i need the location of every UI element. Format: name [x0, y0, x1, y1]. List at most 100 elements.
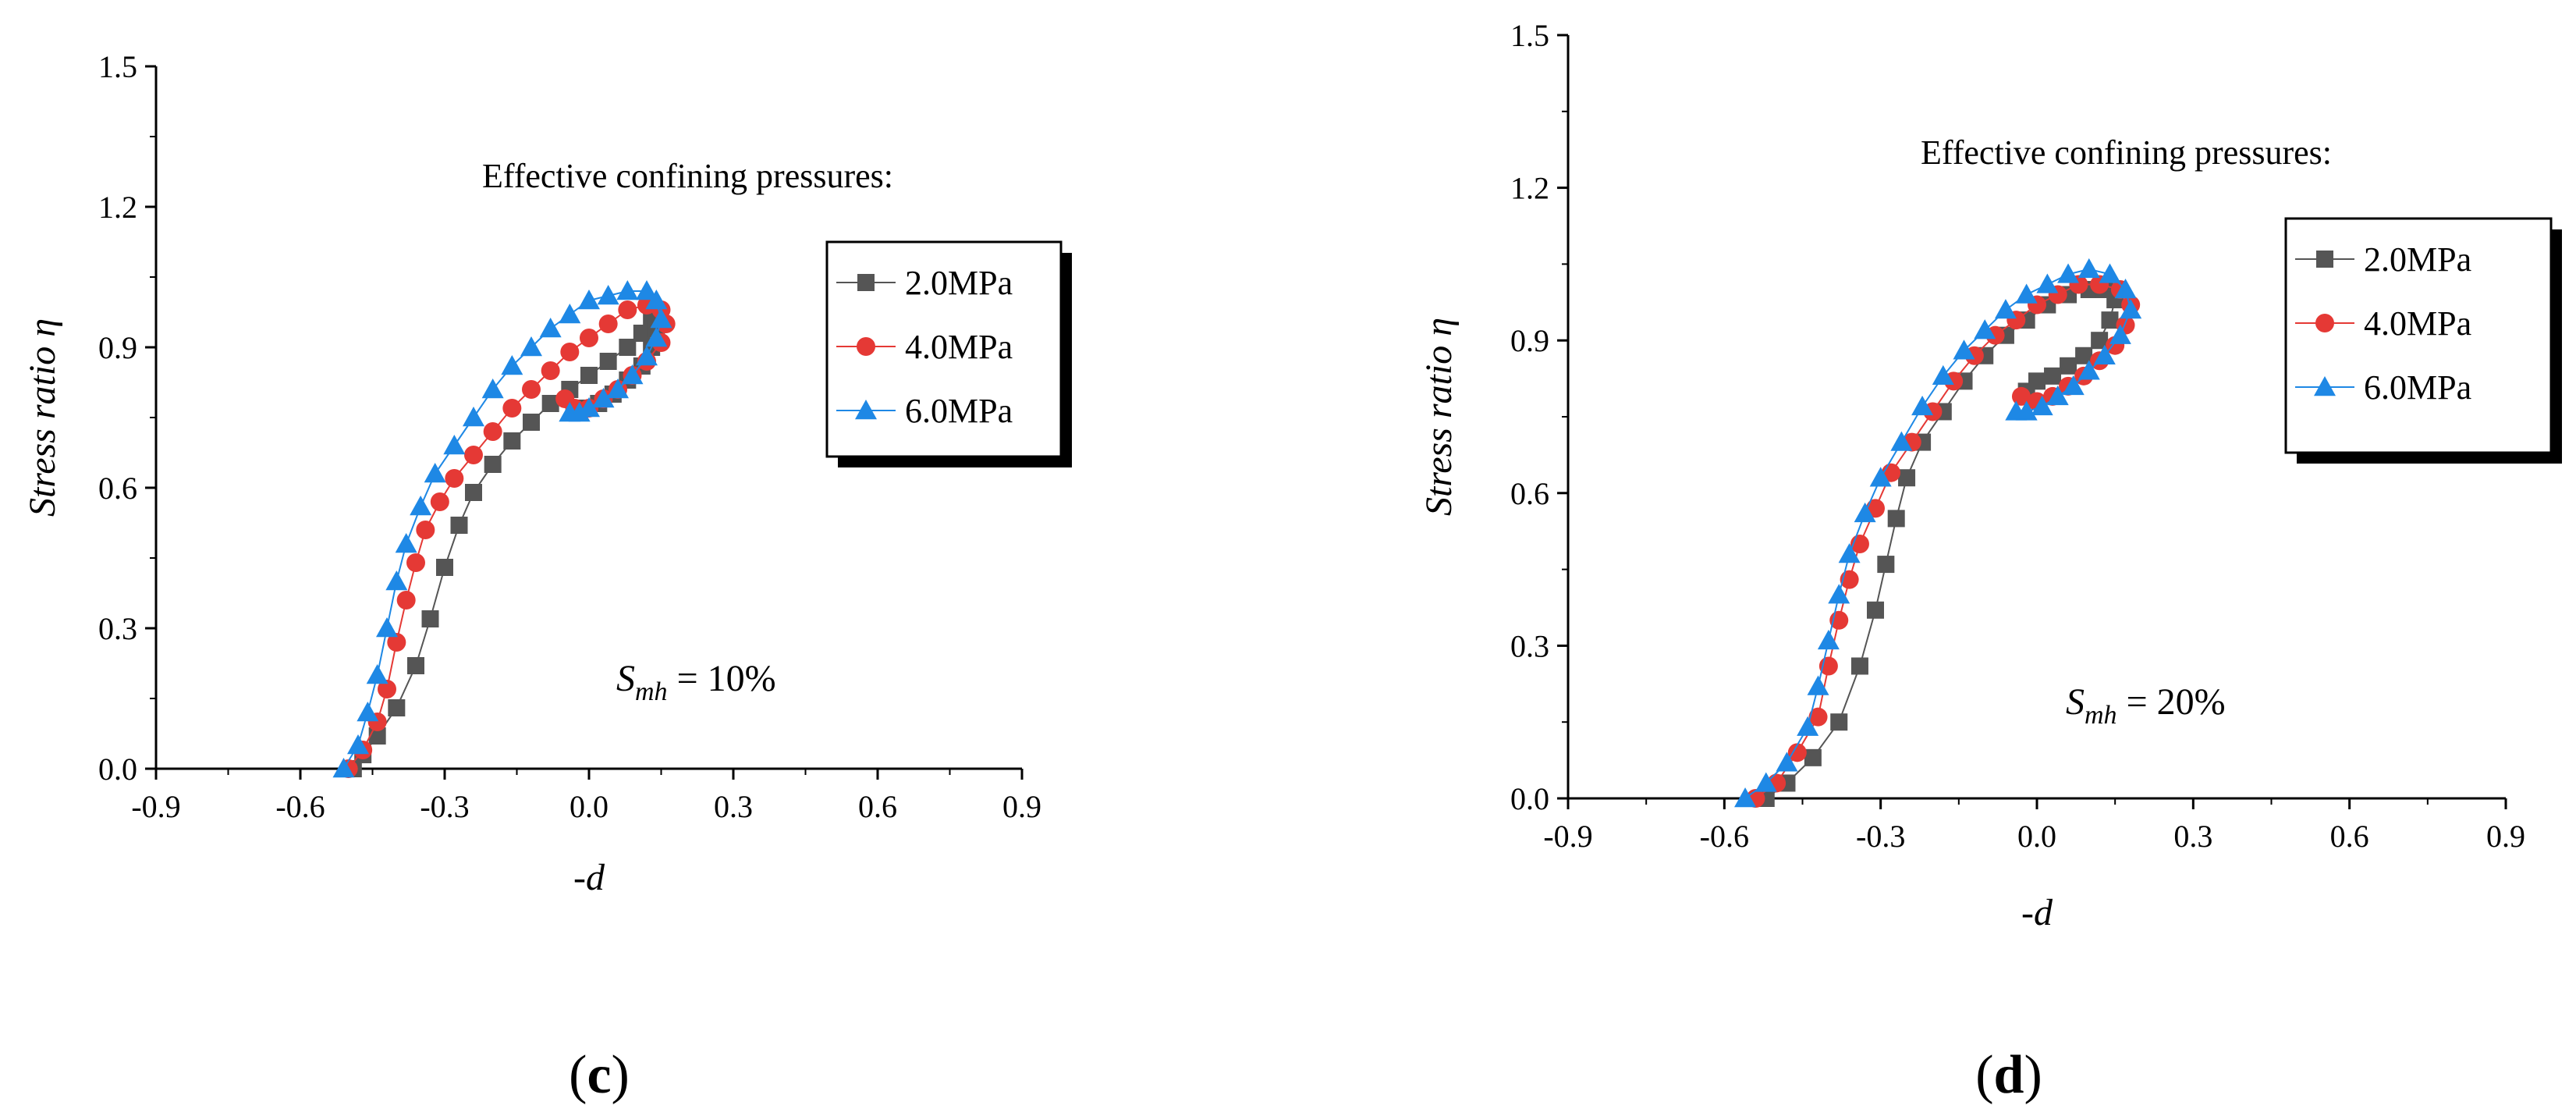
y-tick-label: 1.2 [98, 190, 137, 225]
data-point [636, 280, 658, 300]
data-point [1953, 339, 1975, 360]
x-tick-label: 0.3 [2173, 819, 2212, 854]
data-point [501, 355, 523, 375]
data-point [332, 758, 355, 778]
y-tick-label: 0.3 [1510, 628, 1549, 663]
data-point [1734, 787, 1757, 808]
data-point [1877, 556, 1895, 574]
legend-marker [857, 274, 875, 291]
data-point [421, 610, 439, 627]
data-point [407, 657, 424, 674]
y-tick-label: 0.6 [98, 471, 137, 506]
data-point [2060, 357, 2077, 375]
data-point [445, 469, 464, 488]
panel-label-close: ) [612, 1045, 630, 1105]
data-point [2031, 395, 2053, 416]
data-point [520, 336, 542, 357]
data-point [1828, 584, 1850, 604]
data-point [618, 300, 637, 319]
data-point [424, 463, 446, 483]
series-6.0MPa [1734, 258, 2142, 808]
data-point [1887, 510, 1905, 528]
data-point [2075, 347, 2093, 364]
x-tick-label: 0.0 [2017, 819, 2056, 854]
data-point [1911, 395, 1934, 416]
data-point [1850, 657, 1868, 675]
data-point [2101, 311, 2119, 329]
data-point [1808, 707, 1828, 727]
data-point [378, 680, 396, 698]
data-point [2057, 263, 2080, 283]
data-point [1932, 364, 1954, 386]
data-point [580, 329, 598, 347]
x-tick-label: 0.6 [858, 789, 897, 824]
data-point [2005, 400, 2028, 421]
data-point [2114, 279, 2137, 299]
data-point [616, 280, 639, 300]
annotation-subscript: mh [635, 677, 668, 706]
data-point [410, 496, 432, 516]
saturation-annotation: Smh = 10% [616, 658, 776, 706]
data-point [650, 308, 672, 329]
data-point [443, 435, 466, 455]
y-tick-label: 0.0 [98, 752, 137, 787]
data-point [450, 517, 468, 534]
legend-label: 2.0MPa [2364, 240, 2471, 279]
saturation-annotation: Smh = 20% [2066, 681, 2226, 730]
data-point [1869, 467, 1892, 487]
annotation-value: = 20% [2117, 681, 2226, 723]
annotation-subscript: mh [2085, 701, 2117, 730]
y-tick-label: 1.5 [1510, 18, 1549, 53]
data-point [580, 367, 598, 384]
data-point [645, 290, 668, 310]
legend-marker [2316, 251, 2333, 268]
data-point [541, 361, 560, 380]
x-tick-label: -0.6 [1700, 819, 1749, 854]
data-point [464, 446, 483, 464]
data-point [481, 379, 504, 399]
data-point [1755, 772, 1777, 792]
data-point [2099, 263, 2121, 283]
data-point [559, 402, 581, 422]
y-tick-label: 0.3 [98, 611, 137, 646]
data-point [416, 521, 435, 539]
x-tick-label: -0.3 [420, 789, 469, 824]
data-point [607, 379, 629, 399]
data-point [2044, 367, 2062, 385]
data-point [502, 399, 522, 418]
legend-title: Effective confining pressures: [1921, 133, 2332, 172]
data-point [406, 553, 425, 572]
annotation-value: = 10% [668, 658, 776, 699]
data-point [385, 570, 408, 591]
data-point [436, 559, 453, 576]
y-tick-label: 1.5 [98, 49, 137, 84]
data-point [1797, 716, 1819, 736]
data-point [636, 346, 658, 366]
legend-marker [855, 400, 877, 420]
data-point [1776, 752, 1798, 772]
data-point [503, 432, 521, 450]
data-point [539, 318, 562, 338]
data-point [2077, 258, 2100, 279]
legend-label: 2.0MPa [905, 264, 1013, 302]
data-point [523, 414, 540, 431]
y-axis-title: Stress ratio η [1418, 318, 1460, 516]
x-tick-label: 0.3 [714, 789, 753, 824]
data-point [396, 591, 416, 610]
data-point [1854, 502, 1876, 523]
series-6.0MPa [332, 280, 672, 778]
legend-label: 6.0MPa [2364, 368, 2471, 407]
data-point [1830, 713, 1848, 731]
panel-label-letter: c [587, 1045, 611, 1105]
legend-title: Effective confining pressures: [482, 157, 893, 195]
y-axis-title: Stress ratio η [22, 318, 63, 517]
panel-label-letter: d [1994, 1045, 2024, 1105]
x-tick-label: 0.6 [2330, 819, 2369, 854]
data-point [2091, 332, 2109, 350]
data-point [1890, 431, 1913, 451]
y-tick-label: 0.9 [98, 330, 137, 365]
x-tick-label: -0.3 [1856, 819, 1905, 854]
annotation-symbol: S [616, 658, 635, 699]
legend-marker [2315, 314, 2334, 332]
panel-label: (d) [1975, 1045, 2042, 1105]
